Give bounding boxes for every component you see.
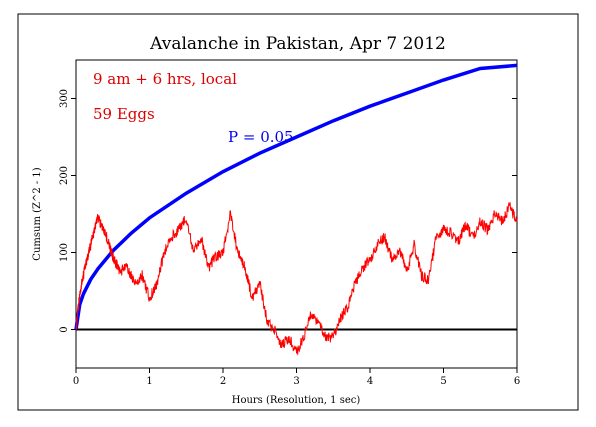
y-tick-label: 200 <box>59 166 70 185</box>
outer-frame <box>17 13 579 411</box>
y-tick-label: 0 <box>59 326 70 332</box>
x-axis-label: Hours (Resolution, 1 sec) <box>232 395 361 406</box>
x-tick-label: 4 <box>367 376 373 387</box>
annotation-period: 9 am + 6 hrs, local <box>93 70 237 88</box>
x-axis-ticks: 0 1 2 3 4 5 6 <box>73 368 520 387</box>
annotation-p-label: P = 0.05 <box>228 128 294 146</box>
annotation-eggs: 59 Eggs <box>93 105 155 123</box>
x-tick-label: 1 <box>146 376 152 387</box>
p-curve-line <box>74 63 518 330</box>
x-tick-label: 5 <box>440 376 446 387</box>
chart-title: Avalanche in Pakistan, Apr 7 2012 <box>149 34 446 54</box>
x-tick-label: 2 <box>220 376 226 387</box>
y-axis-ticks: 0 100 200 300 <box>59 89 517 333</box>
plot-area: 0 1 2 3 4 5 6 0 100 200 300 <box>59 59 520 387</box>
x-tick-label: 0 <box>73 376 79 387</box>
cumsum-line <box>75 201 518 355</box>
y-tick-label: 300 <box>59 89 70 108</box>
y-axis-label: Cumsum (Z^2 - 1) <box>32 167 43 260</box>
x-tick-label: 3 <box>293 376 299 387</box>
x-tick-label: 6 <box>514 376 520 387</box>
y-tick-label: 100 <box>59 243 70 262</box>
